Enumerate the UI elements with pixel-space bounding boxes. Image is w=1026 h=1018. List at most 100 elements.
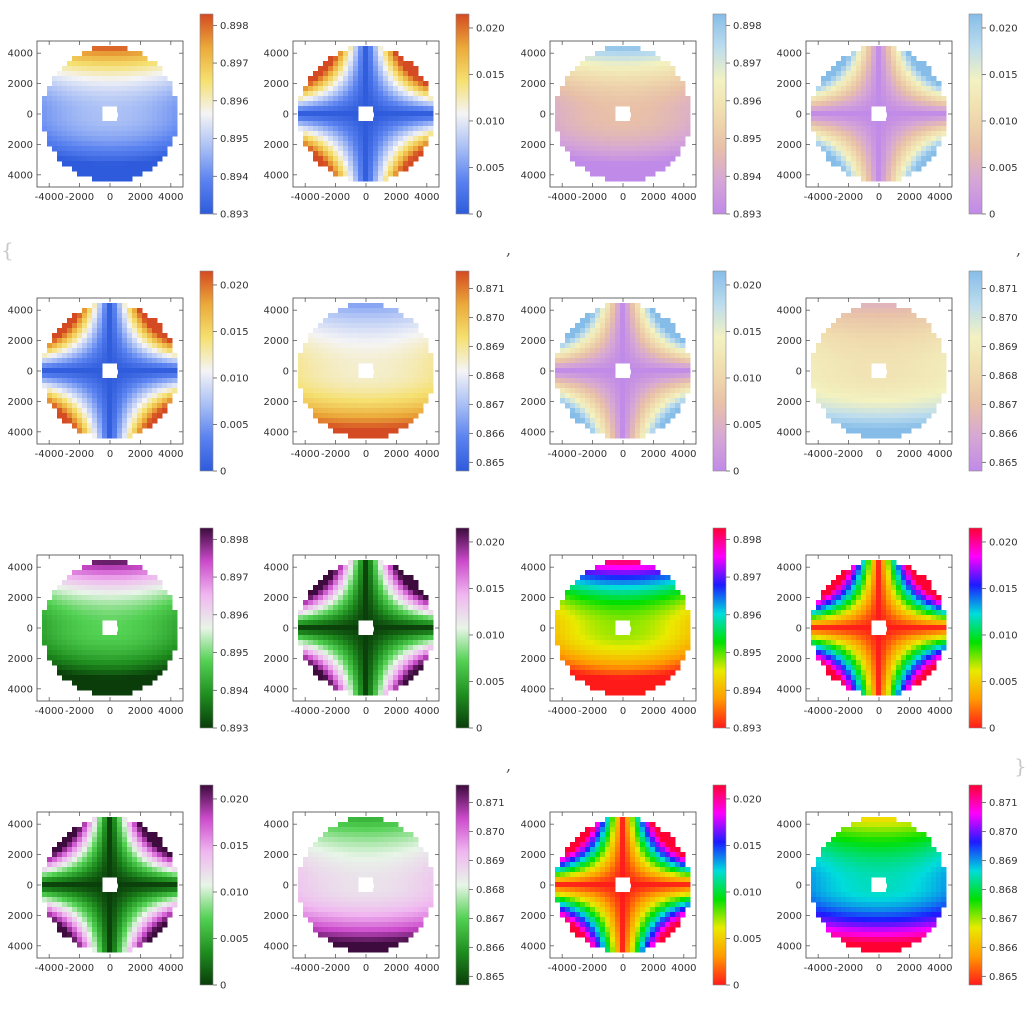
color-bar-tick-label: 0.020: [220, 794, 249, 805]
y-tick-label: 0: [283, 110, 289, 121]
color-bar-tick-label: 0.870: [476, 827, 505, 838]
color-bar-tick-label: 0.894: [220, 172, 249, 183]
x-tick-label: -2000: [834, 449, 863, 460]
panel-r0-c3: -4000 -2000 0 2000 4000 4000 2000 0 2000 4000 0.02…: [777, 13, 1018, 221]
x-tick-label: 0: [620, 449, 626, 460]
color-bar-tick-label: 0.895: [220, 648, 249, 659]
x-tick-label: 4000: [158, 963, 183, 974]
y-tick-label: 2000: [521, 79, 546, 90]
y-tick-label: 0: [540, 881, 546, 892]
y-tick-label: 4000: [777, 49, 802, 60]
y-tick-label: 2000: [777, 850, 802, 861]
x-tick-label: 4000: [927, 192, 952, 203]
color-bar-tick-label: 0.005: [476, 677, 505, 688]
y-tick-label: 2000: [264, 79, 289, 90]
color-bar-tick-label: 0.898: [733, 21, 762, 32]
y-tick-label: 4000: [521, 684, 546, 695]
color-bar: [199, 527, 214, 729]
color-bar-tick-label: 0.894: [733, 172, 762, 183]
x-tick-label: 2000: [897, 706, 922, 717]
x-tick-label: 2000: [128, 963, 153, 974]
center-hole: [362, 880, 374, 892]
color-bar-tick-label: 0.015: [220, 327, 249, 338]
y-tick-label: 2000: [264, 140, 289, 151]
x-tick-label: 0: [620, 706, 626, 717]
color-bar-tick-label: 0: [476, 210, 482, 221]
y-tick-label: 0: [283, 367, 289, 378]
close-brace: }: [1014, 754, 1026, 778]
color-bar-tick-label: 0.005: [476, 163, 505, 174]
y-tick-label: 4000: [777, 427, 802, 438]
x-tick-label: -2000: [65, 192, 94, 203]
color-bar-tick-label: 0.005: [989, 163, 1018, 174]
x-tick-label: -2000: [578, 449, 607, 460]
x-tick-label: 2000: [128, 706, 153, 717]
x-tick-label: 4000: [671, 963, 696, 974]
color-bar: [455, 270, 470, 472]
color-bar-tick-label: 0: [989, 724, 995, 735]
y-tick-label: 2000: [8, 397, 33, 408]
color-bar: [968, 784, 983, 986]
x-tick-label: -2000: [834, 963, 863, 974]
y-tick-label: 2000: [521, 850, 546, 861]
color-bar-tick-label: 0.896: [220, 96, 249, 107]
color-bar: [455, 784, 470, 986]
x-tick-label: 4000: [671, 449, 696, 460]
y-tick-label: 0: [283, 624, 289, 635]
center-hole: [362, 109, 374, 121]
color-bar-tick-label: 0.867: [989, 914, 1018, 925]
y-tick-label: 4000: [777, 170, 802, 181]
color-bar-tick-label: 0.015: [989, 584, 1018, 595]
y-tick-label: 4000: [264, 427, 289, 438]
color-bar-tick-label: 0.870: [989, 827, 1018, 838]
y-tick-label: 2000: [777, 911, 802, 922]
x-tick-label: 4000: [158, 449, 183, 460]
y-tick-label: 2000: [264, 654, 289, 665]
open-brace: {: [1, 238, 14, 262]
x-tick-label: 2000: [384, 706, 409, 717]
y-tick-label: 4000: [8, 170, 33, 181]
x-tick-label: 2000: [897, 963, 922, 974]
panel-r2-c0: -4000 -2000 0 2000 4000 4000 2000 0 2000 4000 0.89…: [8, 527, 249, 735]
color-bar-tick-label: 0.897: [733, 59, 762, 70]
center-hole: [362, 623, 374, 635]
color-bar: [455, 13, 470, 215]
density-field: [555, 817, 691, 953]
separator-comma-1: ,: [506, 240, 512, 259]
y-tick-label: 4000: [8, 820, 33, 831]
x-tick-label: -4000: [548, 192, 577, 203]
y-tick-label: 4000: [264, 306, 289, 317]
density-field: [811, 560, 947, 696]
color-bar: [712, 13, 727, 215]
color-bar-tick-label: 0.894: [733, 686, 762, 697]
panel-r0-c2: -4000 -2000 0 2000 4000 4000 2000 0 2000 4000 0.89…: [521, 13, 762, 221]
density-field: [555, 46, 691, 182]
y-tick-label: 4000: [264, 563, 289, 574]
color-bar-tick-label: 0.010: [220, 887, 249, 898]
density-field: [42, 817, 178, 953]
center-hole: [619, 880, 631, 892]
color-bar-tick-label: 0.869: [989, 342, 1018, 353]
color-bar-tick-label: 0.896: [733, 96, 762, 107]
x-tick-label: 0: [107, 449, 113, 460]
center-hole: [875, 623, 887, 635]
x-tick-label: -2000: [65, 706, 94, 717]
y-tick-label: 2000: [8, 911, 33, 922]
density-field: [42, 303, 178, 439]
color-bar-tick-label: 0.020: [989, 23, 1018, 34]
x-tick-label: 0: [107, 963, 113, 974]
center-hole: [106, 109, 118, 121]
color-bar-tick-label: 0.020: [220, 280, 249, 291]
y-tick-label: 2000: [8, 336, 33, 347]
density-field: [298, 303, 434, 439]
y-tick-label: 2000: [521, 140, 546, 151]
x-tick-label: -4000: [804, 706, 833, 717]
color-bar-tick-label: 0.868: [476, 371, 505, 382]
x-tick-label: 0: [107, 706, 113, 717]
color-bar-tick-label: 0.020: [733, 280, 762, 291]
x-tick-label: -4000: [35, 449, 64, 460]
y-tick-label: 4000: [264, 49, 289, 60]
panel-r2-c2: -4000 -2000 0 2000 4000 4000 2000 0 2000 4000 0.89…: [521, 527, 762, 735]
color-bar-tick-label: 0.866: [989, 429, 1018, 440]
panel-r3-c3: -4000 -2000 0 2000 4000 4000 2000 0 2000 4000 0.87…: [777, 784, 1018, 986]
